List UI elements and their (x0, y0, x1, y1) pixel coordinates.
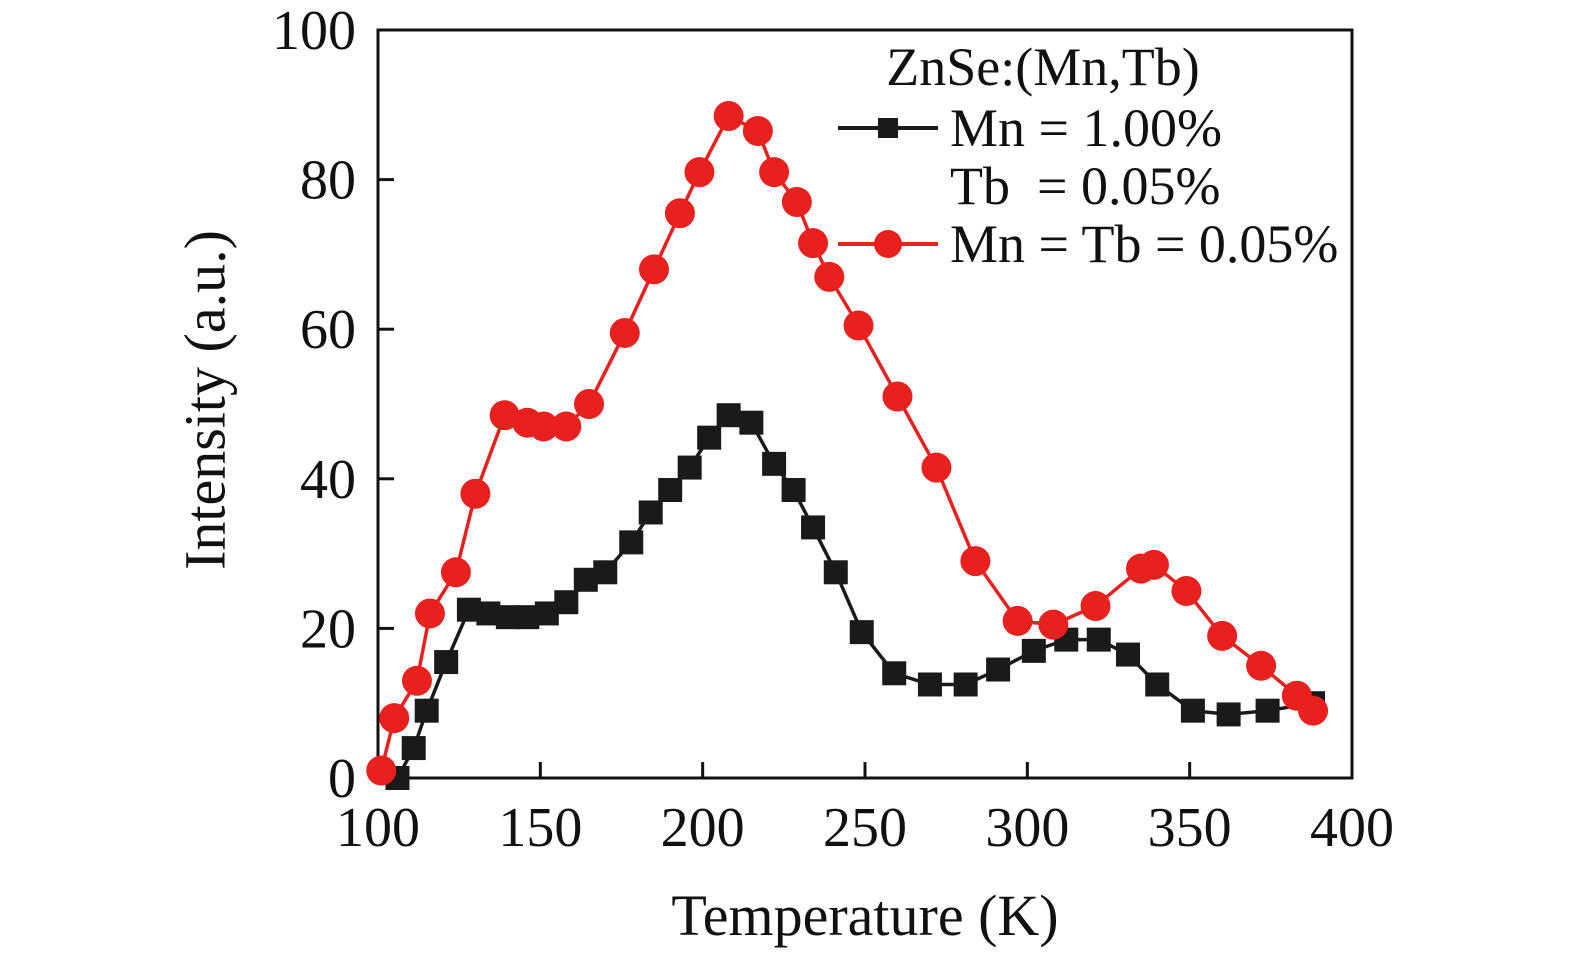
svg-text:400: 400 (1310, 797, 1394, 859)
svg-text:100: 100 (272, 0, 356, 62)
svg-text:200: 200 (661, 797, 745, 859)
legend-entry-series1: Mn = 1.00% (838, 98, 1368, 158)
svg-text:40: 40 (300, 449, 356, 511)
legend-title: ZnSe:(Mn,Tb) (886, 37, 1200, 97)
legend-label-series1-line2: Tb = 0.05% (950, 156, 1221, 216)
svg-text:0: 0 (328, 748, 356, 810)
svg-text:150: 150 (498, 797, 582, 859)
y-axis-label: Intensity (a.u.) (172, 230, 238, 570)
svg-text:20: 20 (300, 598, 356, 660)
svg-text:250: 250 (823, 797, 907, 859)
legend-label-series1-line1: Mn = 1.00% (950, 98, 1222, 158)
svg-text:100: 100 (336, 797, 420, 859)
legend-entry-series2: Mn = Tb = 0.05% (838, 214, 1368, 274)
svg-text:300: 300 (985, 797, 1069, 859)
svg-text:80: 80 (300, 150, 356, 212)
svg-text:350: 350 (1148, 797, 1232, 859)
legend: ZnSe:(Mn,Tb) Mn = 1.00% Tb = 0.05% Mn = … (838, 36, 1368, 274)
svg-text:60: 60 (300, 299, 356, 361)
legend-marker-red-circle-icon (838, 226, 938, 262)
x-axis-label: Temperature (K) (671, 883, 1059, 948)
legend-label-series2: Mn = Tb = 0.05% (950, 214, 1339, 274)
legend-entry-series1-cont: Tb = 0.05% (838, 156, 1368, 216)
legend-marker-black-square-icon (838, 110, 938, 146)
